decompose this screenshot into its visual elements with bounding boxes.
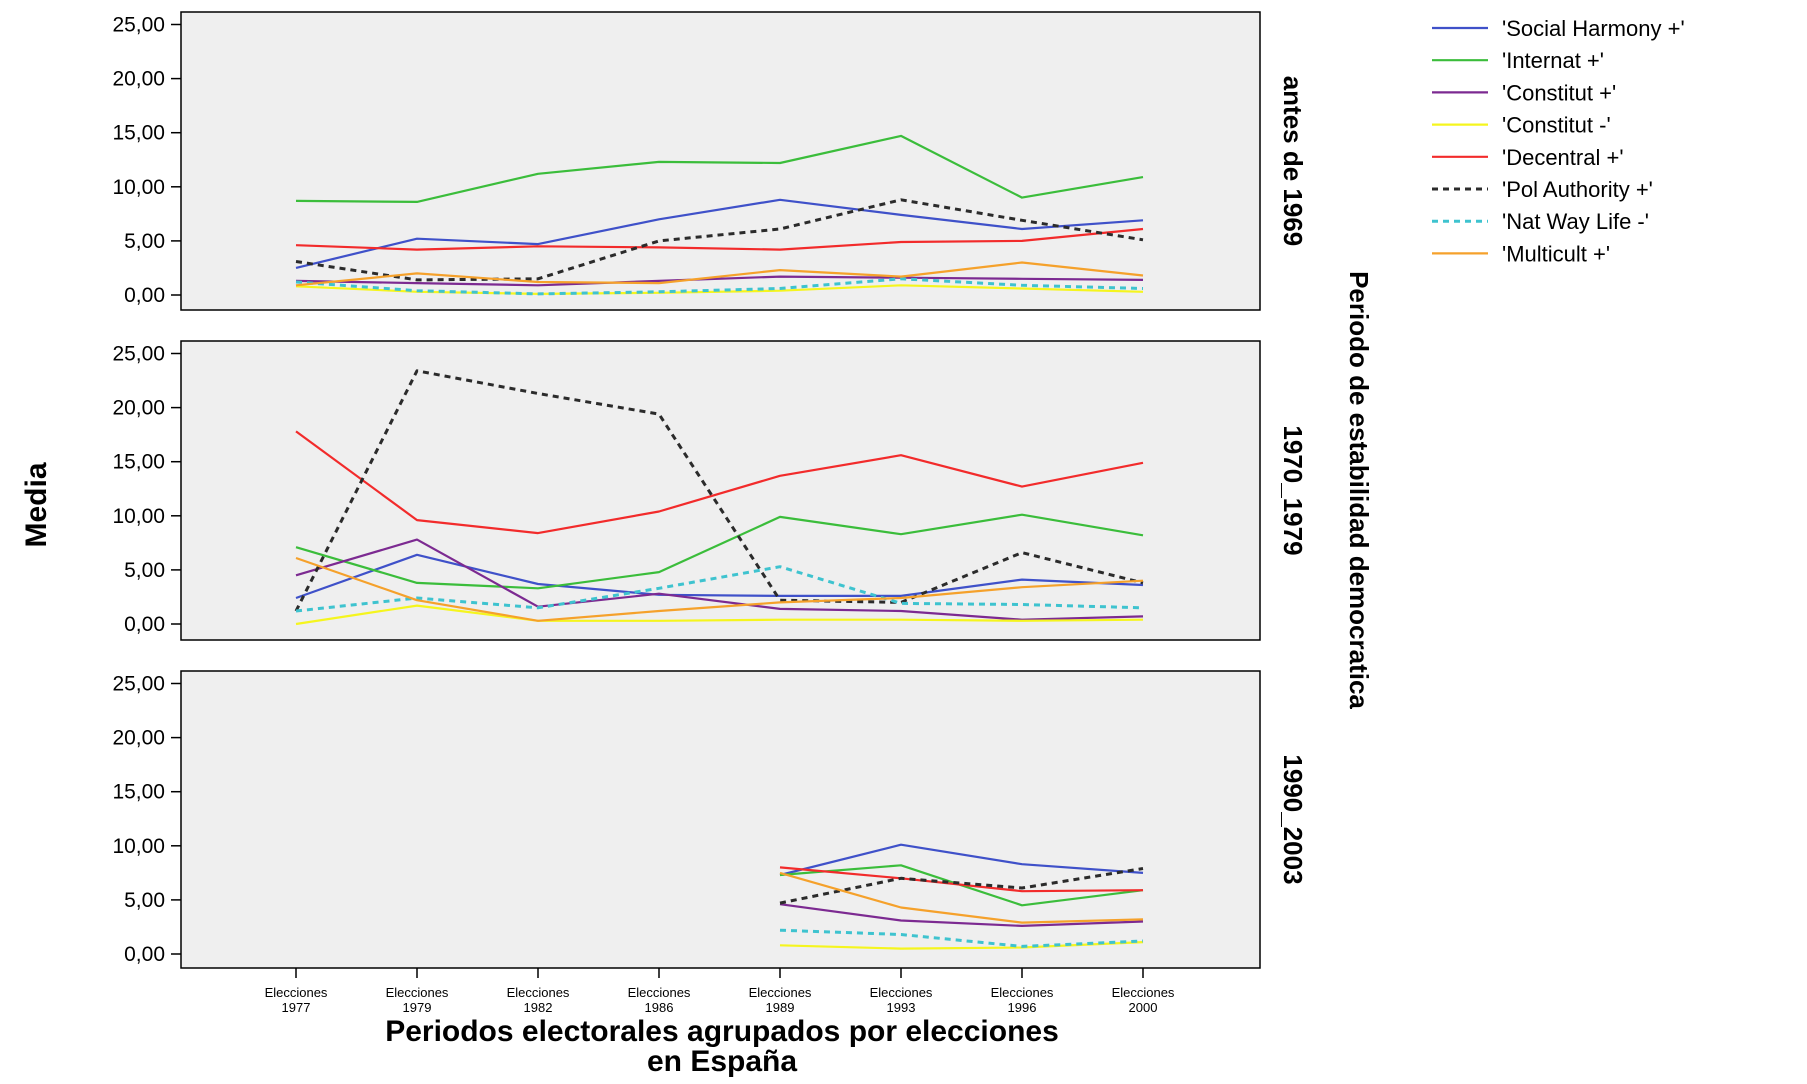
series-line-panel-2-6 xyxy=(295,565,1144,613)
facet-label: 1990_2003 xyxy=(1278,754,1308,884)
series-line-panel-1-6 xyxy=(295,277,1144,296)
panel-2-background xyxy=(180,340,1261,641)
panel-3-ytick-label: 5,00 xyxy=(124,889,165,912)
x-axis-title-line2: en España xyxy=(647,1045,797,1078)
xtick-label-line2: 1979 xyxy=(403,1000,432,1015)
series-line-panel-1-7 xyxy=(295,261,1144,287)
xtick-label-line1: Elecciones xyxy=(628,985,691,1000)
xtick-label-line2: 1982 xyxy=(524,1000,553,1015)
xtick-label-line1: Elecciones xyxy=(386,985,449,1000)
panel-2-ytick-label: 15,00 xyxy=(112,451,165,474)
series-line-panel-2-5 xyxy=(294,369,1144,612)
panel-3-background xyxy=(180,670,1261,969)
legend-label: 'Constitut -' xyxy=(1502,113,1611,138)
xtick-label-line1: Elecciones xyxy=(1112,985,1175,1000)
y-axis-title: Media xyxy=(20,462,53,547)
panel-2-ytick-label: 10,00 xyxy=(112,505,165,528)
xtick-label-line1: Elecciones xyxy=(991,985,1054,1000)
series-line-panel-3-3 xyxy=(779,941,1144,950)
panel-1-ytick-label: 25,00 xyxy=(112,14,165,37)
series-line-panel-3-6 xyxy=(779,928,1144,948)
panel-3-ytick-label: 10,00 xyxy=(112,835,165,858)
facet-label: antes de 1969 xyxy=(1278,76,1308,247)
xtick-label-line1: Elecciones xyxy=(749,985,812,1000)
series-line-panel-2-2 xyxy=(295,538,1144,621)
legend-label: 'Decentral +' xyxy=(1502,145,1624,170)
series-line-panel-2-3 xyxy=(295,604,1144,626)
legend-label: 'Nat Way Life -' xyxy=(1502,209,1649,234)
panel-2-ytick-label: 0,00 xyxy=(124,613,165,636)
facet-title: Periodo de estabilidad democratica xyxy=(1344,271,1374,709)
series-line-panel-2-4 xyxy=(295,430,1144,535)
series-line-panel-3-7 xyxy=(779,871,1144,924)
xtick-label-line1: Elecciones xyxy=(870,985,933,1000)
xtick-label-line2: 1989 xyxy=(766,1000,795,1015)
panel-3-ytick-label: 0,00 xyxy=(124,943,165,966)
series-line-panel-1-0 xyxy=(295,198,1144,269)
series-line-panel-1-3 xyxy=(295,284,1144,295)
xtick-label-line2: 2000 xyxy=(1129,1000,1158,1015)
xtick-label-line2: 1977 xyxy=(282,1000,311,1015)
series-line-panel-2-7 xyxy=(295,556,1144,622)
panel-2-ytick-label: 5,00 xyxy=(124,559,165,582)
panel-2-ytick-label: 20,00 xyxy=(112,397,165,420)
legend-label: 'Internat +' xyxy=(1502,48,1604,73)
panel-1-ytick-label: 5,00 xyxy=(124,230,165,253)
xtick-label-line1: Elecciones xyxy=(507,985,570,1000)
legend-label: 'Constitut +' xyxy=(1502,80,1616,105)
panel-3-ytick-label: 25,00 xyxy=(112,673,165,696)
legend-label: 'Pol Authority +' xyxy=(1502,177,1653,202)
panel-3-ytick-label: 20,00 xyxy=(112,727,165,750)
panel-1-ytick-label: 15,00 xyxy=(112,122,165,145)
xtick-label-line2: 1986 xyxy=(645,1000,674,1015)
panel-1-ytick-label: 20,00 xyxy=(112,68,165,91)
panel-2-ytick-label: 25,00 xyxy=(112,343,165,366)
series-line-panel-1-1 xyxy=(295,134,1144,203)
series-line-panel-1-4 xyxy=(295,227,1144,251)
xtick-label-line2: 1996 xyxy=(1008,1000,1037,1015)
xtick-label-line2: 1993 xyxy=(887,1000,916,1015)
series-line-panel-1-2 xyxy=(295,275,1144,287)
series-line-panel-2-0 xyxy=(295,553,1144,600)
series-line-panel-2-1 xyxy=(295,513,1144,590)
series-line-panel-3-2 xyxy=(779,903,1144,927)
panel-1-ytick-label: 10,00 xyxy=(112,176,165,199)
panel-3-ytick-label: 15,00 xyxy=(112,781,165,804)
series-line-panel-3-0 xyxy=(779,843,1144,877)
panel-1-background xyxy=(180,11,1261,311)
xtick-label-line1: Elecciones xyxy=(265,985,328,1000)
series-line-panel-3-4 xyxy=(779,866,1144,893)
x-axis-title-line1: Periodos electorales agrupados por elecc… xyxy=(385,1015,1059,1048)
panel-1-ytick-label: 0,00 xyxy=(124,284,165,307)
legend-label: 'Multicult +' xyxy=(1502,241,1610,266)
facet-label: 1970_1979 xyxy=(1278,425,1308,555)
series-line-panel-1-5 xyxy=(295,198,1144,282)
legend-label: 'Social Harmony +' xyxy=(1502,16,1685,41)
